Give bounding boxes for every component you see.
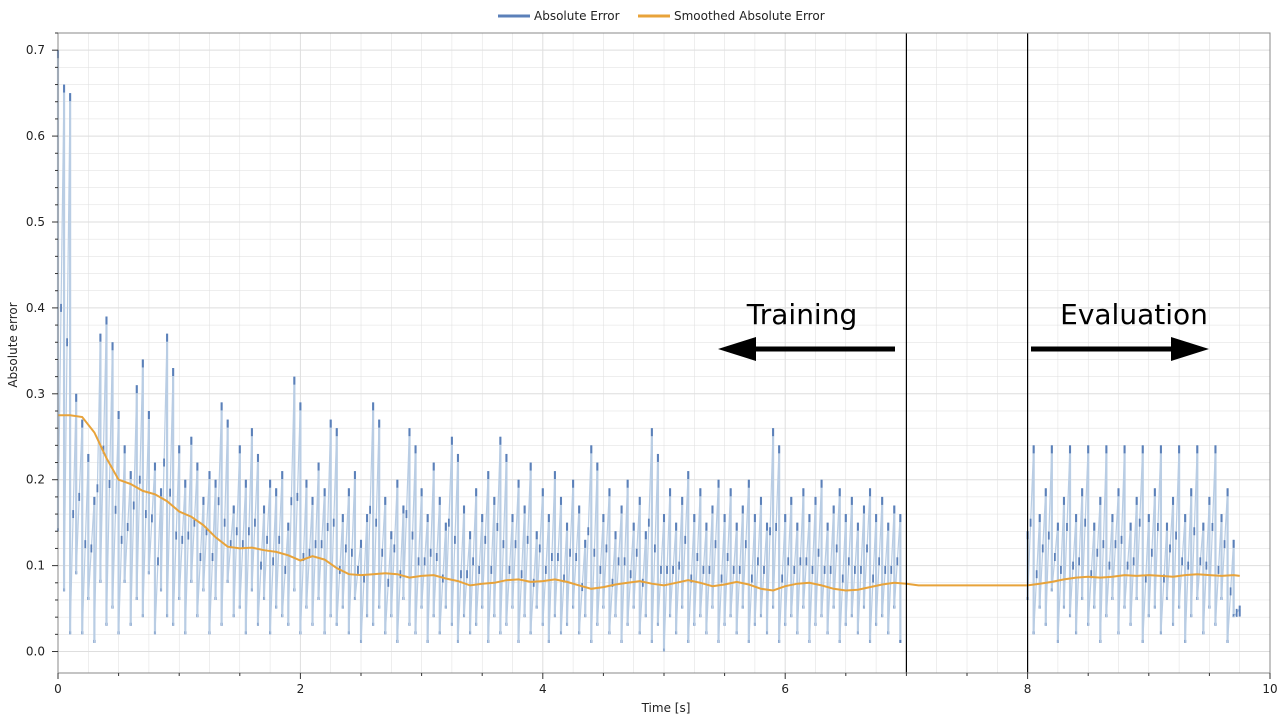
smoothed-absolute-error-series	[58, 414, 1240, 592]
absolute-error-series	[56, 50, 1241, 652]
legend-label-smoothed-absolute-error: Smoothed Absolute Error	[674, 9, 825, 23]
legend: Absolute Error Smoothed Absolute Error	[498, 9, 825, 23]
evaluation-arrow-head	[1171, 337, 1209, 361]
x-axis-title: Time [s]	[641, 701, 691, 715]
x-axis-ticks: 0 2 4 6 8 10	[54, 673, 1278, 696]
legend-label-absolute-error: Absolute Error	[534, 9, 620, 23]
y-tick-label: 0.4	[26, 301, 45, 315]
training-annotation: Training	[718, 298, 895, 361]
y-tick-label: 0.0	[26, 645, 45, 659]
training-arrow-head	[718, 337, 756, 361]
x-tick-label: 6	[781, 682, 789, 696]
y-axis-ticks: 0.0 0.1 0.2 0.3 0.4 0.5 0.6 0.7	[26, 32, 58, 659]
x-tick-label: 0	[54, 682, 62, 696]
smoothed-absolute-error-line	[58, 414, 1240, 592]
evaluation-label: Evaluation	[1060, 298, 1208, 331]
y-tick-label: 0.3	[26, 387, 45, 401]
y-tick-label: 0.1	[26, 559, 45, 573]
phase-divider-lines	[905, 33, 1029, 673]
y-axis-title: Absolute error	[6, 302, 20, 387]
x-tick-label: 8	[1024, 682, 1032, 696]
x-tick-label: 4	[539, 682, 547, 696]
training-label: Training	[746, 298, 857, 331]
y-tick-label: 0.5	[26, 215, 45, 229]
y-tick-label: 0.7	[26, 43, 45, 57]
y-tick-label: 0.6	[26, 129, 45, 143]
y-tick-label: 0.2	[26, 473, 45, 487]
x-tick-label: 10	[1262, 682, 1277, 696]
evaluation-annotation: Evaluation	[1031, 298, 1209, 361]
x-tick-label: 2	[297, 682, 305, 696]
